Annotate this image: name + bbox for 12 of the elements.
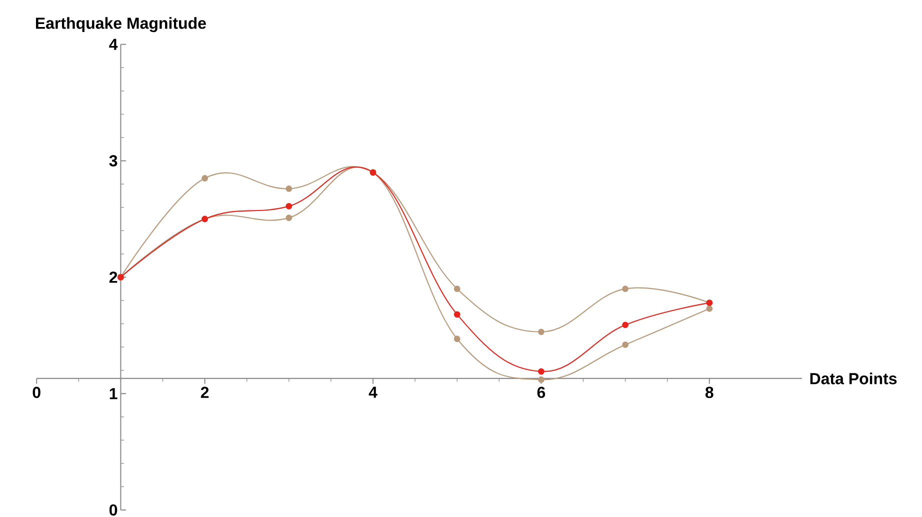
x-tick-label: 0: [32, 386, 40, 398]
y-axis-title: Earthquake Magnitude: [36, 17, 206, 32]
y-tick-label: 1: [110, 388, 118, 400]
y-tick-label: 4: [109, 38, 118, 50]
x-axis-title: Data Points: [810, 372, 897, 384]
y-tick-label: 0: [110, 504, 118, 516]
y-tick-label: 3: [109, 155, 118, 166]
y-tick-label: 2: [109, 272, 118, 283]
x-tick-label: 8: [705, 386, 714, 398]
x-tick-label: 4: [368, 386, 378, 398]
x-tick-label: 6: [537, 386, 546, 398]
x-tick-label: 2: [200, 386, 209, 398]
